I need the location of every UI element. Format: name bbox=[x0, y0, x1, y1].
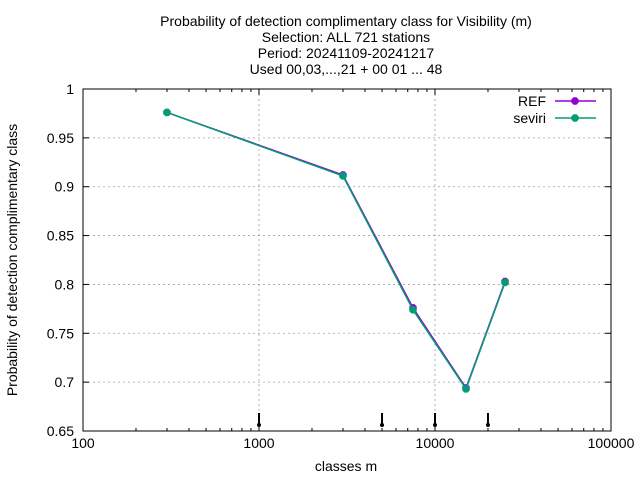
x-tick-label: 100 bbox=[71, 435, 95, 451]
series bbox=[163, 108, 509, 393]
legend-label: REF bbox=[518, 93, 546, 109]
threshold-marker-dot bbox=[257, 423, 261, 427]
y-tick-label: 0.65 bbox=[47, 423, 74, 439]
y-tick-label: 0.8 bbox=[55, 276, 75, 292]
threshold-marker-dot bbox=[485, 423, 490, 427]
y-tick-label: 1 bbox=[66, 81, 74, 97]
grid bbox=[83, 89, 611, 431]
title-line-1: Probability of detection complimentary c… bbox=[160, 13, 532, 29]
axis-ticks: 0.65 0.7 0.75 0.8 0.85 0.9 0.95 1 100 1000 10000 10… bbox=[47, 81, 635, 451]
data-point bbox=[501, 278, 509, 287]
legend-swatch-marker bbox=[571, 97, 579, 105]
data-point bbox=[462, 385, 470, 393]
threshold-marker-dot bbox=[433, 423, 437, 427]
y-tick-label: 0.75 bbox=[47, 325, 74, 341]
data-point bbox=[339, 172, 347, 180]
title-line-4: Used 00,03,...,21 + 00 01 ... 48 bbox=[250, 61, 443, 77]
y-tick-label: 0.85 bbox=[47, 228, 74, 244]
title-line-3: Period: 20241109-20241217 bbox=[258, 45, 435, 61]
plot-frame bbox=[82, 88, 612, 432]
series-line bbox=[166, 111, 506, 390]
legend-label: seviri bbox=[513, 110, 546, 126]
data-point bbox=[163, 108, 171, 117]
chart-title: Probability of detection complimentary c… bbox=[160, 13, 532, 77]
x-axis-label: classes m bbox=[315, 458, 377, 474]
title-line-2: Selection: ALL 721 stations bbox=[262, 29, 430, 45]
y-axis-label: Probability of detection complimentary c… bbox=[4, 124, 20, 396]
series-seviri bbox=[163, 108, 509, 393]
series-line bbox=[166, 111, 506, 391]
x-tick-label: 100000 bbox=[588, 435, 635, 451]
legend-swatch-marker bbox=[571, 114, 579, 122]
series-ref bbox=[163, 108, 509, 392]
threshold-markers bbox=[257, 413, 490, 427]
y-tick-label: 0.7 bbox=[55, 374, 75, 390]
y-tick-label: 0.95 bbox=[47, 130, 74, 146]
x-tick-label: 1000 bbox=[243, 435, 274, 451]
data-point bbox=[409, 306, 417, 314]
y-tick-label: 0.9 bbox=[55, 179, 75, 195]
x-tick-label: 10000 bbox=[416, 435, 455, 451]
threshold-marker-dot bbox=[380, 423, 385, 427]
